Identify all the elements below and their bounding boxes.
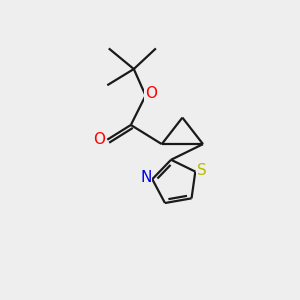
- Text: O: O: [93, 132, 105, 147]
- Text: N: N: [140, 170, 152, 185]
- Text: O: O: [145, 86, 157, 101]
- Text: S: S: [197, 163, 207, 178]
